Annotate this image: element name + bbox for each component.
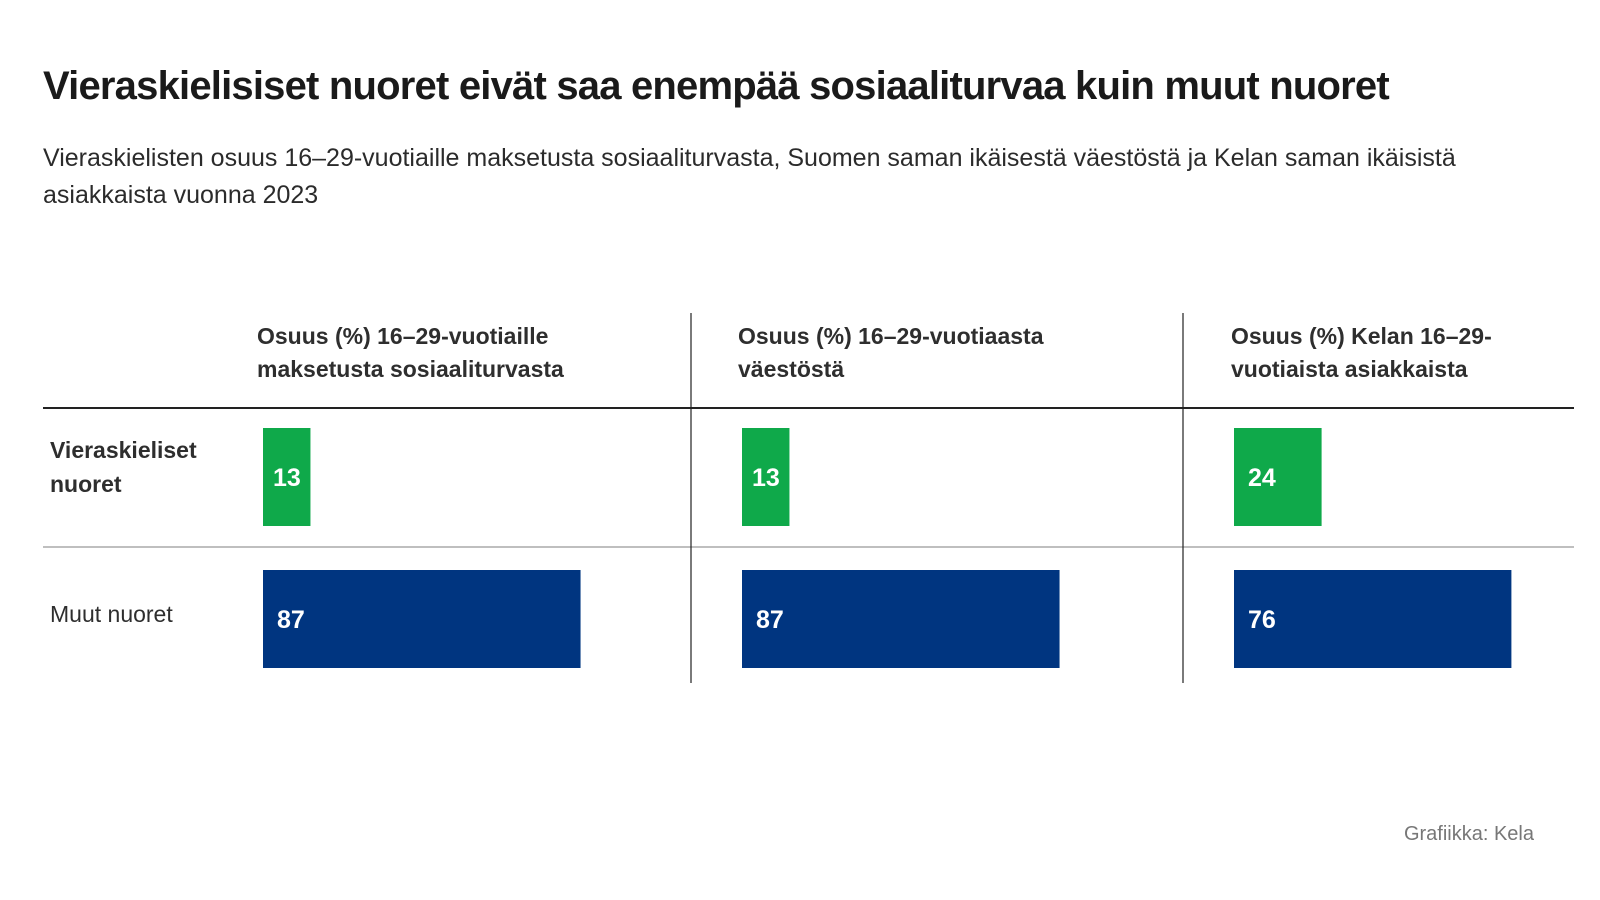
bar-value-label: 24: [1248, 464, 1276, 492]
bar-value-label: 87: [277, 606, 305, 634]
column-header: vuotiaista asiakkaista: [1231, 356, 1468, 382]
chart-title: Vieraskielisiset nuoret eivät saa enempä…: [43, 64, 1390, 108]
bar: [1234, 570, 1512, 668]
bar-value-label: 76: [1248, 606, 1276, 634]
row-label: nuoret: [50, 471, 122, 497]
source-credit: Grafiikka: Kela: [1403, 823, 1534, 845]
chart-subtitle: Vieraskielisten osuus 16–29-vuotiaille m…: [43, 144, 1456, 209]
bar-value-label: 87: [756, 606, 784, 634]
bar-value-label: 13: [752, 464, 780, 492]
row-label: Muut nuoret: [50, 601, 173, 627]
column-header: Osuus (%) Kelan 16–29-: [1231, 323, 1492, 349]
bar-value-label: 13: [273, 464, 301, 492]
column-header: väestöstä: [738, 356, 844, 382]
column-header: Osuus (%) 16–29-vuotiaille: [257, 323, 548, 349]
column-header: maksetusta sosiaaliturvasta: [257, 356, 564, 382]
bar: [742, 428, 790, 526]
bar: [742, 570, 1060, 668]
column-header: Osuus (%) 16–29-vuotiaasta: [738, 323, 1044, 349]
bar: [263, 570, 581, 668]
row-label: Vieraskieliset: [50, 437, 197, 463]
bar: [1234, 428, 1322, 526]
bar: [263, 428, 311, 526]
